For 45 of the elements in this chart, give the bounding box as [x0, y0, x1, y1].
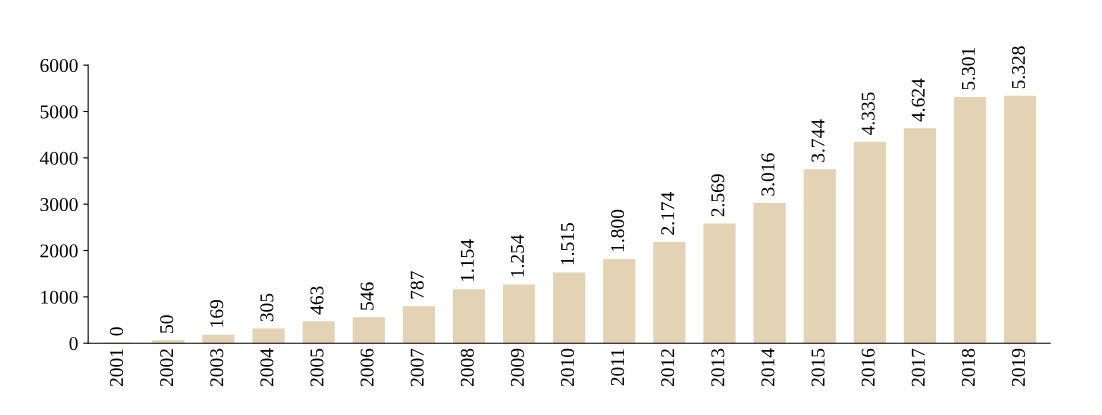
data-label: 1.154	[460, 239, 474, 282]
data-label: 0	[109, 327, 124, 336]
y-tick-label: 1000	[41, 290, 78, 304]
x-tick-label: 2006	[360, 348, 374, 387]
y-tick-label: 4000	[39, 151, 78, 165]
data-label: 169	[210, 300, 224, 327]
data-label: 546	[360, 282, 374, 310]
data-label: 5.328	[1011, 46, 1026, 89]
x-tick-label: 2004	[260, 348, 274, 387]
data-label: 1.800	[611, 209, 625, 252]
x-tick-label: 2010	[560, 348, 575, 387]
data-label: 305	[260, 293, 274, 322]
x-tick-label: 2012	[661, 349, 675, 387]
x-tick-label: 2015	[811, 348, 825, 387]
x-tick-label: 2001	[109, 349, 124, 387]
x-tick-label: 2016	[861, 348, 875, 387]
x-tick-label: 2007	[410, 348, 424, 387]
x-tick-label: 2009	[510, 348, 524, 387]
x-tick-label: 2002	[160, 349, 174, 387]
y-tick-label: 6000	[40, 58, 78, 73]
x-tick-label: 2019	[1011, 348, 1026, 387]
data-label: 4.335	[861, 92, 875, 135]
x-tick-label: 2005	[310, 348, 324, 387]
y-tick-label: 2000	[40, 244, 78, 258]
x-tick-label: 2017	[911, 348, 925, 387]
data-label: 463	[310, 286, 324, 315]
data-label: 787	[410, 271, 424, 299]
data-label: 3.744	[811, 119, 825, 162]
x-tick-label: 2008	[460, 348, 474, 387]
data-label: 2.174	[661, 192, 675, 235]
data-label: 50	[160, 315, 174, 333]
x-tick-label: 2003	[210, 348, 224, 387]
data-label: 4.624	[911, 78, 925, 122]
x-tick-label: 2018	[961, 348, 975, 387]
x-tick-label: 2011	[611, 349, 625, 386]
data-label: 1.515	[561, 223, 575, 265]
x-tick-label: 2014	[761, 348, 775, 387]
data-label: 1.254	[510, 234, 525, 277]
x-tick-label: 2013	[711, 348, 725, 387]
data-label: 2.569	[711, 174, 725, 217]
y-tick-label: 5000	[40, 105, 78, 119]
data-label: 5.301	[961, 48, 975, 90]
data-label: 3.016	[761, 153, 775, 196]
y-tick-label: 3000	[40, 198, 78, 212]
y-tick-label: 0	[69, 337, 78, 351]
